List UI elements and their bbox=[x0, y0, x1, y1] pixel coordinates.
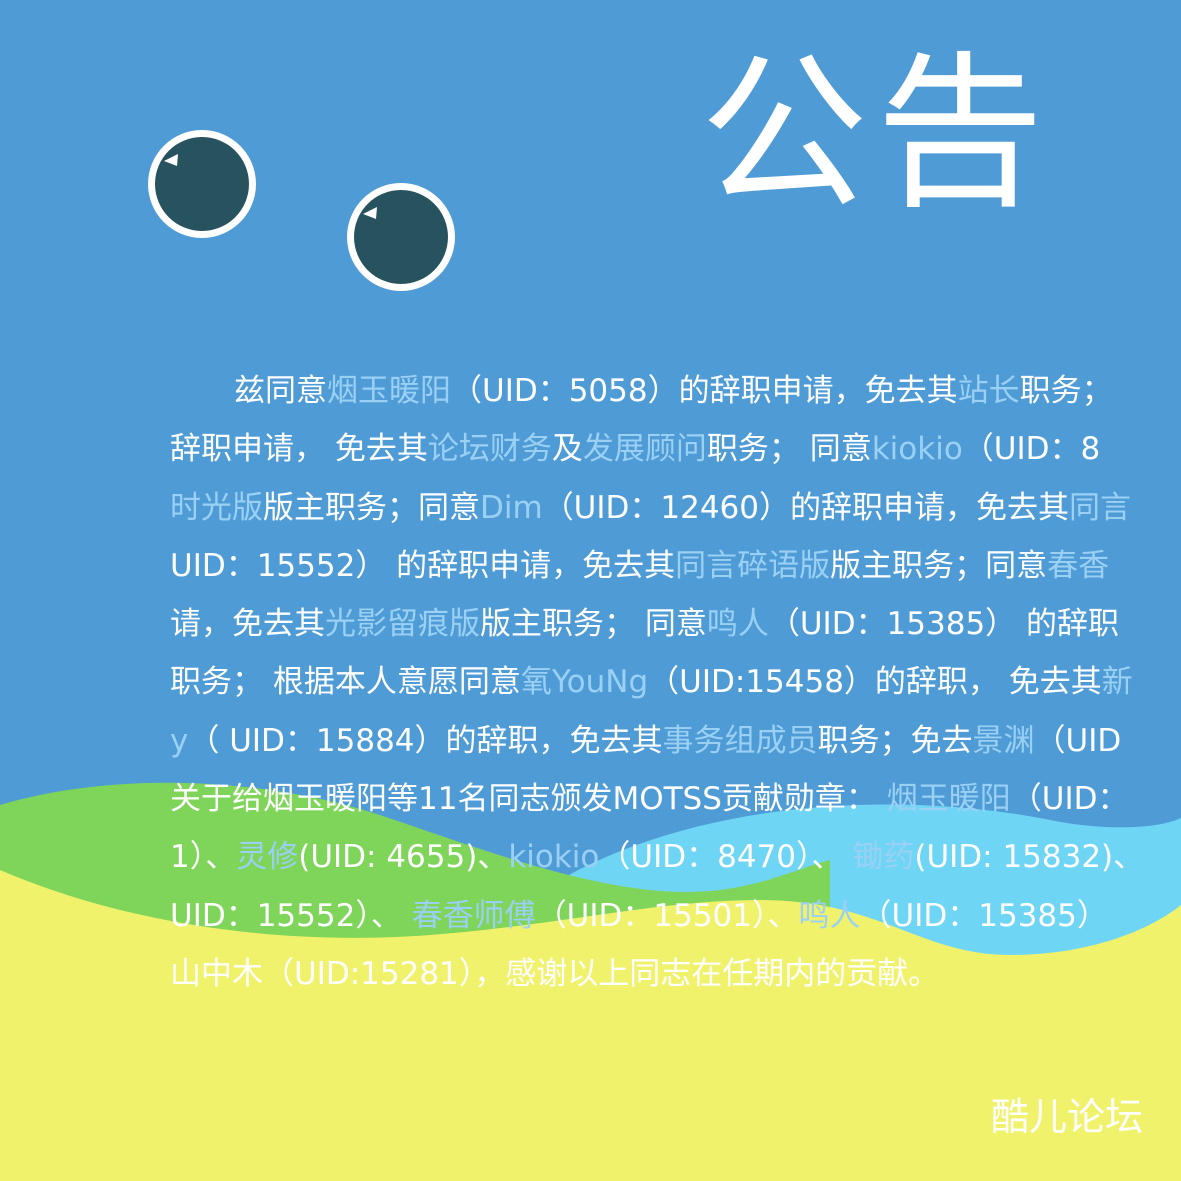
left-eye-icon bbox=[148, 130, 256, 238]
announcement-line: 1）、灵修(UID: 4655)、kiokio（UID：8470）、 锄药(UI… bbox=[170, 828, 1181, 886]
announcement-line: 时光版版主职务；同意Dim（UID：12460）的辞职申请，免去其同言 bbox=[170, 479, 1181, 537]
announcement-text: 请，免去其 bbox=[170, 606, 325, 643]
announcement-text: 及 bbox=[551, 431, 583, 468]
highlighted-name: 春香师傅 bbox=[411, 897, 536, 934]
highlighted-name: y bbox=[170, 722, 189, 759]
announcement-text: （UID:15458）的辞职， 免去其 bbox=[648, 664, 1102, 701]
announcement-text: 兹同意 bbox=[234, 373, 327, 409]
announcement-text: UID：15552）、 bbox=[170, 897, 412, 934]
announcement-text: ），感谢以上同志在任期内的贡献。 bbox=[458, 955, 940, 992]
highlighted-name: 同言 bbox=[1069, 489, 1132, 526]
announcement-body: 兹同意烟玉暖阳（UID：5058）的辞职申请，免去其站长职务； 辞职申请， 免去其… bbox=[170, 362, 1181, 1003]
highlighted-name: kiokio bbox=[871, 431, 963, 468]
announcement-text: 职务； 根据本人意愿同意 bbox=[170, 664, 521, 701]
highlighted-name: 山中木 bbox=[170, 955, 263, 992]
announcement-line: 请，免去其光影留痕版版主职务； 同意鸣人（UID：15385） 的辞职 bbox=[170, 595, 1181, 653]
right-eye-icon bbox=[347, 183, 455, 291]
announcement-text: （UID：8470）、 bbox=[599, 839, 853, 876]
announcement-line: UID：15552） 的辞职申请，免去其同言碎语版版主职务；同意春香 bbox=[170, 537, 1181, 595]
highlighted-name: 春香 bbox=[1047, 547, 1110, 584]
forum-brand: 酷儿论坛 bbox=[990, 1095, 1143, 1139]
announcement-text: 职务； bbox=[1019, 373, 1113, 409]
announcement-text: （UID：15501）、 bbox=[535, 897, 799, 934]
highlighted-name: 氧YouNg bbox=[520, 664, 649, 701]
highlighted-name: 站长 bbox=[957, 373, 1020, 409]
announcement-text: （UID： bbox=[1010, 781, 1129, 818]
highlighted-name: Dim bbox=[480, 489, 543, 526]
announcement-line: y（ UID：15884）的辞职，免去其事务组成员职务；免去景渊（UID bbox=[170, 712, 1181, 770]
announcement-text: （UID：5058）的辞职申请，免去其 bbox=[451, 373, 958, 409]
announcement-line: 辞职申请， 免去其论坛财务及发展顾问职务； 同意kiokio（UID：8 bbox=[170, 420, 1181, 478]
highlighted-name: 鸣人 bbox=[706, 606, 769, 643]
announcement-text: 辞职申请， 免去其 bbox=[170, 431, 428, 468]
announcement-line: 职务； 根据本人意愿同意氧YouNg（UID:15458）的辞职， 免去其新 bbox=[170, 653, 1181, 711]
highlighted-name: 景渊 bbox=[972, 722, 1035, 759]
announcement-line: 关于给烟玉暖阳等11名同志颁发MOTSS贡献勋章： 烟玉暖阳（UID： bbox=[170, 770, 1181, 828]
announcement-text: （UID: bbox=[263, 955, 361, 992]
announcement-text: 关于给烟玉暖阳等11名同志颁发MOTSS贡献勋章： bbox=[170, 781, 887, 818]
announcement-text: （UID：8 bbox=[962, 431, 1101, 468]
highlighted-name: 新 bbox=[1101, 664, 1133, 701]
highlighted-name: 锄药 bbox=[852, 839, 915, 876]
highlighted-name: kiokio bbox=[508, 839, 600, 876]
announcement-text: UID：15552） 的辞职申请，免去其 bbox=[170, 547, 676, 584]
announcement-text: （ UID：15884）的辞职，免去其 bbox=[188, 722, 663, 759]
highlighted-name: 烟玉暖阳 bbox=[327, 373, 451, 409]
announcement-text: 版主职务；同意 bbox=[830, 547, 1048, 584]
announcement-line: UID：15552）、 春香师傅（UID：15501）、鸣人（UID：15385… bbox=[170, 887, 1181, 945]
announcement-text: 1）、 bbox=[170, 839, 237, 876]
announcement-line: 山中木（UID:15281），感谢以上同志在任期内的贡献。 bbox=[170, 945, 1181, 1003]
announcement-text: 版主职务； 同意 bbox=[480, 606, 707, 643]
highlighted-name: 鸣人 bbox=[798, 897, 861, 934]
page-title: 公告 bbox=[700, 36, 1052, 232]
announcement-text: (UID: 4655)、 bbox=[298, 839, 509, 876]
highlighted-name: 时光版 bbox=[170, 489, 263, 526]
announcement-line: 兹同意烟玉暖阳（UID：5058）的辞职申请，免去其站长职务； bbox=[170, 362, 1181, 420]
highlighted-name: 15281 bbox=[360, 955, 459, 992]
announcement-text: 职务；免去 bbox=[817, 722, 973, 759]
announcement-text: （UID bbox=[1034, 722, 1122, 759]
highlighted-name: 光影留痕版 bbox=[325, 606, 480, 643]
announcement-text: （UID：12460）的辞职申请，免去其 bbox=[542, 489, 1070, 526]
announcement-text: （UID：15385） bbox=[860, 897, 1108, 934]
announcement-text: （UID：15385） 的辞职 bbox=[768, 606, 1120, 643]
highlighted-name: 论坛财务 bbox=[427, 431, 552, 468]
announcement-text: (UID: 15832)、 bbox=[914, 839, 1145, 876]
announcement-text: 版主职务；同意 bbox=[263, 489, 480, 526]
highlighted-name: 灵修 bbox=[236, 839, 299, 876]
highlighted-name: 发展顾问 bbox=[582, 431, 707, 468]
highlighted-name: 事务组成员 bbox=[662, 722, 818, 759]
yellow-wave bbox=[0, 870, 1181, 1181]
highlighted-name: 烟玉暖阳 bbox=[886, 781, 1011, 818]
announcement-text: 职务； 同意 bbox=[706, 431, 872, 468]
highlighted-name: 同言碎语版 bbox=[675, 547, 831, 584]
